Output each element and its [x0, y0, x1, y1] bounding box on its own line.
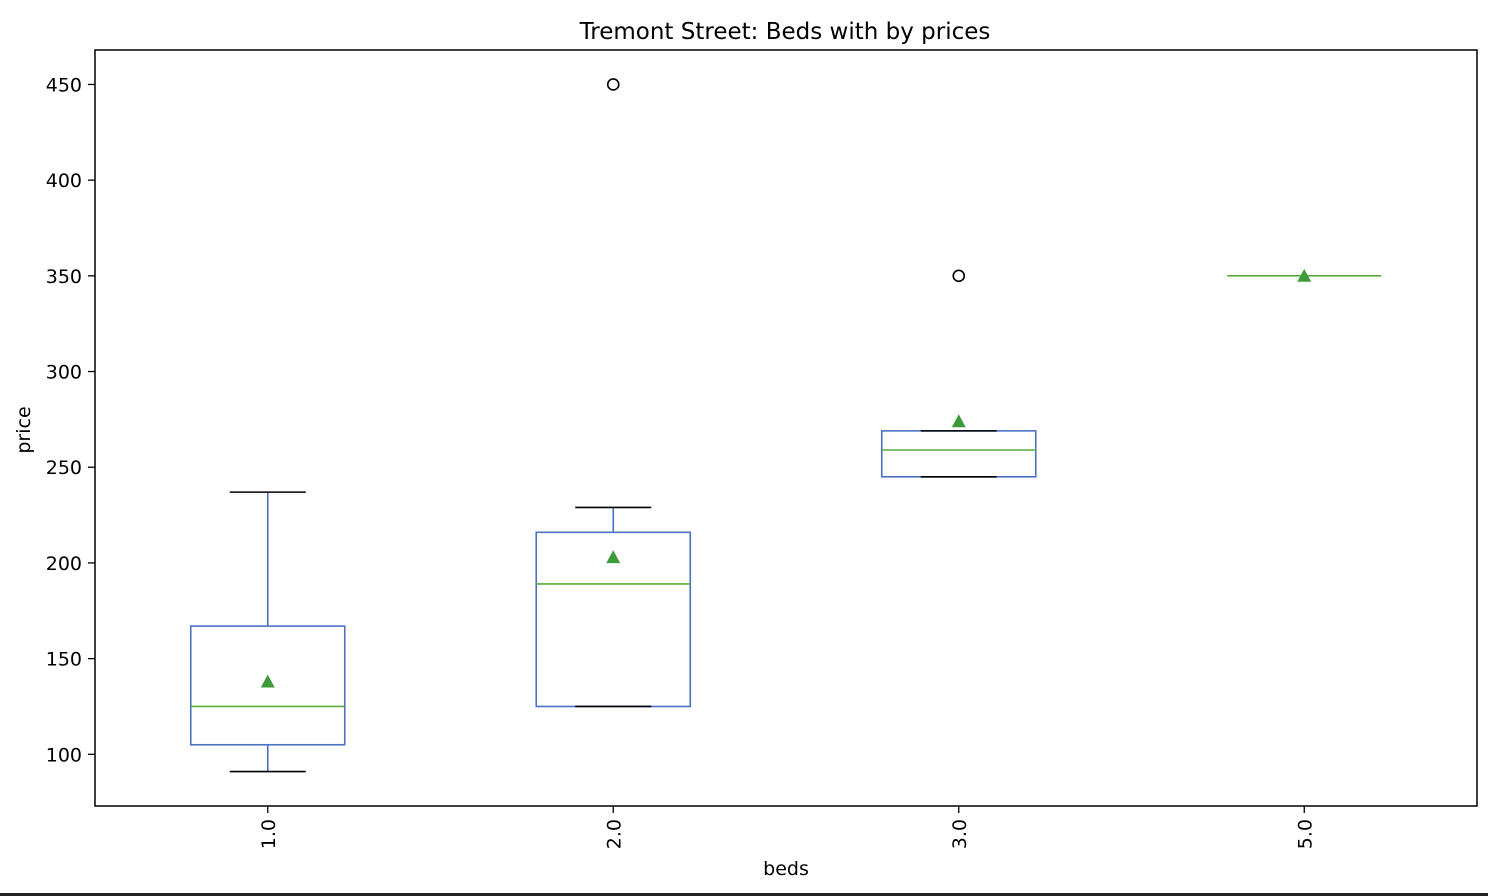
x-tick-label: 2.0: [603, 819, 625, 849]
y-tick-label: 100: [46, 744, 82, 766]
y-axis-label: price: [13, 406, 35, 453]
x-tick-label: 5.0: [1294, 819, 1316, 849]
mean-marker: [951, 414, 966, 428]
y-tick-label: 350: [46, 266, 82, 288]
mean-marker: [1297, 268, 1312, 282]
bottom-border: [0, 893, 1488, 896]
y-tick-label: 150: [46, 649, 82, 671]
y-tick-label: 400: [46, 170, 82, 192]
y-tick-label: 250: [46, 457, 82, 479]
mean-marker: [606, 550, 621, 564]
x-tick-label: 3.0: [949, 819, 971, 849]
mean-marker: [260, 674, 275, 688]
axes-frame: [94, 49, 1478, 807]
outlier-point: [952, 269, 966, 283]
box-1.0: [189, 491, 346, 773]
y-tick-label: 450: [46, 74, 82, 96]
iqr-box: [880, 430, 1037, 478]
x-tick-label: 1.0: [258, 819, 280, 849]
box-2.0: [535, 78, 692, 708]
box-3.0: [880, 269, 1037, 478]
y-tick-label: 300: [46, 362, 82, 384]
y-tick-label: 200: [46, 553, 82, 575]
plot-area: 100 150 200 250 300 350 400 450 1.0 2.0 3.0 5.0: [46, 74, 1382, 849]
iqr-box: [189, 625, 346, 746]
chart-title: Tremont Street: Beds with by prices: [579, 19, 991, 45]
box-5.0: [1227, 268, 1382, 282]
outlier-point: [606, 78, 620, 91]
x-axis-label: beds: [763, 858, 809, 880]
